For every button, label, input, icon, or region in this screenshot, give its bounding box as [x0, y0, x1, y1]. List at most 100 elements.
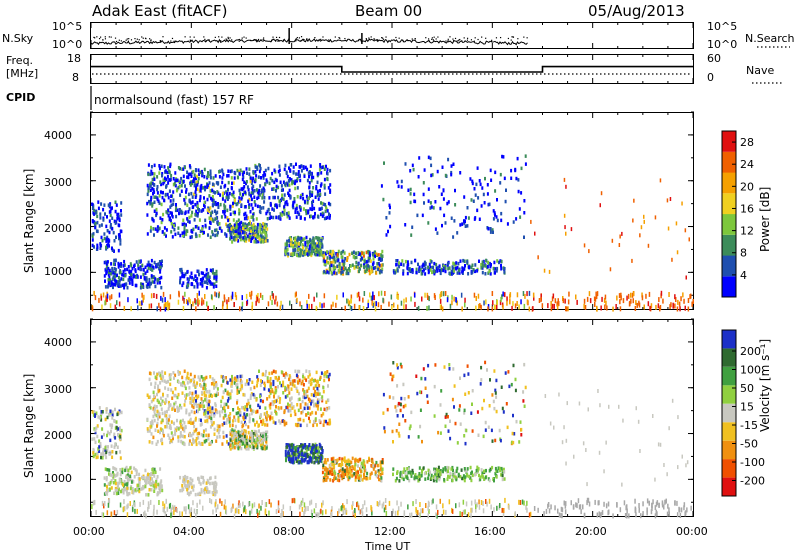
power-echo: [287, 213, 290, 217]
power-echo: [226, 299, 228, 305]
power-echo: [98, 297, 100, 303]
velocity-echo: [114, 488, 117, 493]
power-echo: [264, 168, 267, 173]
power-echo: [259, 166, 262, 171]
power-echo: [177, 166, 180, 170]
power-echo: [501, 294, 503, 300]
nsky-point: [277, 40, 279, 42]
power-echo: [167, 214, 170, 218]
velocity-echo: [314, 378, 316, 383]
velocity-echo: [207, 402, 210, 407]
nsky-point: [255, 39, 257, 41]
nsky-point: [238, 40, 240, 42]
velocity-echo: [258, 405, 261, 410]
power-echo: [475, 182, 478, 187]
power-echo: [323, 186, 326, 190]
power-echo: [164, 192, 167, 197]
velocity-echo: [213, 393, 216, 397]
power-echo: [163, 232, 166, 236]
power-echo: [141, 282, 144, 287]
power-echo: [134, 283, 137, 288]
power-echo: [254, 203, 257, 207]
velocity-echo: [153, 467, 156, 472]
power-echo: [318, 207, 321, 211]
velocity-echo: [130, 480, 133, 484]
power-echo: [198, 218, 201, 222]
power-echo: [268, 212, 271, 216]
power-echo: [297, 236, 300, 240]
power-echo: [237, 218, 240, 222]
power-echo: [214, 174, 217, 178]
power-ytick-3000: 3000: [44, 176, 72, 189]
power-echo: [199, 170, 202, 175]
velocity-echo: [156, 412, 159, 417]
power-echo: [632, 298, 634, 304]
power-echo: [307, 171, 310, 175]
power-echo: [318, 168, 321, 172]
power-echo: [562, 298, 565, 304]
velocity-echo: [199, 423, 202, 427]
nsky-point: [431, 37, 433, 39]
velocity-echo: [119, 437, 122, 441]
velocity-echo: [232, 419, 234, 423]
power-echo: [324, 192, 327, 196]
power-echo: [211, 182, 214, 186]
power-echo: [415, 267, 418, 272]
power-echo: [238, 222, 241, 226]
velocity-echo: [310, 393, 313, 397]
power-echo: [158, 201, 161, 205]
velocity-echo: [196, 396, 199, 400]
power-echo: [295, 244, 298, 248]
power-echo: [259, 210, 262, 215]
velocity-echo: [149, 421, 152, 425]
velocity-echo: [263, 446, 266, 451]
power-echo: [487, 306, 489, 312]
power-echo: [326, 215, 329, 220]
power-echo: [375, 271, 378, 275]
nsky-point: [407, 39, 409, 42]
velocity-echo: [174, 393, 177, 398]
velocity-echo: [153, 474, 156, 478]
velocity-echo: [119, 456, 122, 460]
power-echo: [141, 292, 143, 298]
power-echo: [250, 215, 253, 219]
power-echo: [293, 252, 296, 256]
power-echo: [200, 271, 203, 275]
power-echo: [390, 294, 393, 300]
power-echo: [502, 291, 504, 297]
power-echo: [463, 195, 466, 199]
velocity-echo: [168, 375, 171, 380]
velocity-echo: [285, 371, 287, 376]
power-echo: [157, 278, 160, 282]
power-echo: [202, 208, 205, 212]
power-echo: [186, 285, 189, 289]
power-echo: [431, 173, 434, 177]
power-echo: [106, 260, 109, 264]
power-echo: [159, 216, 162, 220]
power-echo: [506, 300, 508, 306]
power-echo: [117, 275, 120, 280]
velocity-echo: [252, 409, 255, 414]
velocity-echo: [298, 369, 301, 374]
power-echo: [218, 226, 221, 230]
velocity-echo: [290, 396, 293, 400]
velocity-echo: [138, 477, 141, 481]
power-echo: [492, 300, 494, 306]
velocity-echo: [231, 436, 234, 441]
power-echo: [372, 291, 374, 297]
power-echo: [209, 235, 212, 239]
power-echo: [532, 292, 535, 298]
velocity-echo: [144, 484, 147, 489]
velocity-echo: [148, 429, 151, 433]
power-echo: [205, 268, 208, 272]
velocity-echo: [202, 406, 204, 411]
power-echo: [257, 175, 260, 179]
velocity-echo: [172, 436, 174, 441]
power-echo: [211, 230, 214, 234]
power-echo: [383, 161, 385, 165]
power-echo: [430, 260, 433, 264]
nsky-point: [447, 40, 449, 42]
velocity-echo: [156, 492, 159, 497]
velocity-echo: [146, 427, 149, 431]
power-echo: [164, 169, 167, 173]
